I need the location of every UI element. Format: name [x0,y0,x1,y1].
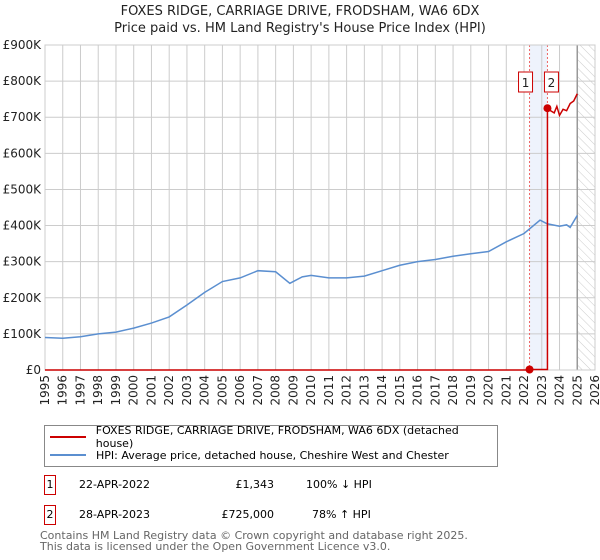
sale-point [543,104,552,113]
chart-subtitle: Price paid vs. HM Land Registry's House … [114,21,486,36]
plot: 1995 1996 1997 1998 1999 2000 2001 2002 2003 2004… [3,38,600,406]
sale-label: 2 [548,76,556,90]
x-tick-label: 2025 [570,375,584,406]
y-tick-label: £500K [3,182,43,196]
x-tick-label: 2010 [304,375,318,406]
x-tick-label: 2012 [340,375,354,406]
sale-label: 1 [522,76,530,90]
sale-label-box [518,71,534,93]
footer-line: Contains HM Land Registry data © Crown c… [40,529,468,542]
x-tick-label: 2024 [553,375,567,406]
y-tick-label: £100K [3,327,43,341]
legend-label: FOXES RIDGE, CARRIAGE DRIVE, FRODSHAM, W… [95,424,459,450]
y-tick-label: £700K [3,110,43,124]
x-tick-label: 2003 [180,375,194,406]
sale-hpi: 78% ↑ HPI [312,508,371,521]
sale-label-box [543,71,559,93]
x-tick-label: 2019 [464,375,478,406]
footer-line: This data is licensed under the Open Gov… [40,540,391,553]
legend-label: HPI: Average price, detached house, Ches… [96,448,449,462]
x-tick-label: 2021 [499,375,513,406]
series-line [44,215,578,339]
x-tick-label: 2022 [517,375,531,406]
x-tick-label: 1999 [109,375,123,406]
forecast-hatch [577,45,595,370]
legend-item-property: FOXES RIDGE, CARRIAGE DRIVE, FRODSHAM, W… [45,424,497,450]
y-tick-label: £400K [3,219,43,233]
x-tick-label: 2026 [588,375,600,406]
x-tick-label: 1996 [56,375,70,406]
plot-frame [44,44,596,371]
x-tick-label: 2016 [411,375,425,406]
x-tick-label: 1998 [91,375,105,406]
table-row: 2 28-APR-2023 £725,000 78% ↑ HPI [44,505,444,525]
chart-title: FOXES RIDGE, CARRIAGE DRIVE, FRODSHAM, W… [120,4,480,19]
sale-period-band [529,45,548,370]
x-tick-label: 2023 [535,375,549,406]
y-tick-label: £800K [3,74,43,88]
x-tick-label: 2008 [269,375,283,406]
footer: Contains HM Land Registry data © Crown c… [40,530,468,552]
table-row: 1 22-APR-2022 £1,343 100% ↓ HPI [44,475,444,495]
x-tick-label: 1995 [38,375,52,406]
x-tick-label: 2006 [233,375,247,406]
x-tick-label: 2000 [127,375,141,406]
x-tick-label: 2015 [393,375,407,406]
x-tick-label: 2014 [375,375,389,406]
y-tick-label: £200K [3,291,43,305]
x-tick-label: 2007 [251,375,265,406]
sale-point [525,365,534,374]
x-tick-label: 2001 [144,375,158,406]
x-tick-label: 2018 [446,375,460,406]
sale-date: 28-APR-2023 [79,508,151,521]
x-tick-label: 2002 [162,375,176,406]
x-tick-label: 2017 [428,375,442,406]
y-tick-label: £900K [3,38,43,52]
sale-marker: 2 [44,505,56,525]
y-tick-label: £300K [3,255,43,269]
sale-price: £1,343 [235,478,275,491]
x-tick-label: 2013 [357,375,371,406]
y-tick-label: £600K [3,146,43,160]
legend-item-hpi: HPI: Average price, detached house, Ches… [45,446,449,464]
y-tick-label: £0 [26,363,41,377]
x-tick-label: 2011 [322,375,336,406]
x-tick-label: 1997 [73,375,87,406]
x-tick-label: 2004 [198,375,212,406]
x-tick-label: 2009 [286,375,300,406]
x-tick-label: 2020 [482,375,496,406]
sale-hpi: 100% ↓ HPI [306,478,372,491]
x-tick-label: 2005 [215,375,229,406]
sale-marker: 1 [44,475,56,495]
sale-date: 22-APR-2022 [79,478,151,491]
legend: FOXES RIDGE, CARRIAGE DRIVE, FRODSHAM, W… [44,424,498,467]
sale-price: £725,000 [221,508,275,521]
